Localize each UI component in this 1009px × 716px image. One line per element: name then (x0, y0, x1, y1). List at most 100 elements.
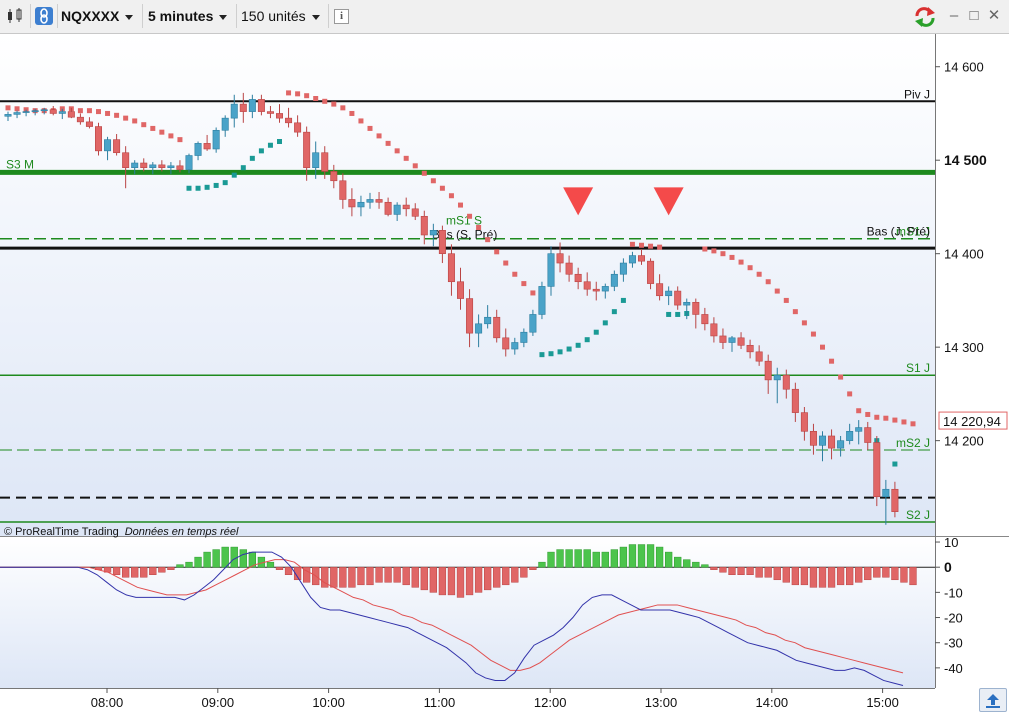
sar-dot (765, 279, 771, 285)
candlestick-chart-icon[interactable] (5, 6, 25, 26)
minimize-icon[interactable]: – (949, 7, 959, 24)
y-tick-label: 14 600 (944, 60, 984, 75)
candle-body (339, 180, 347, 200)
candle-body (230, 103, 238, 119)
level-label: S2 J (906, 508, 930, 522)
histogram-bar (701, 564, 709, 568)
histogram-bar (719, 566, 727, 573)
sar-dot (421, 170, 427, 176)
histogram-bar (447, 566, 456, 596)
candle-body (239, 103, 247, 112)
candle-body (475, 323, 483, 334)
histogram-bar (846, 566, 854, 586)
units-dropdown[interactable]: 150 unités (241, 6, 320, 26)
sar-dot (648, 243, 654, 249)
candle-body (737, 337, 745, 346)
sar-dot (367, 125, 373, 131)
histogram-bar (728, 566, 736, 576)
sar-dot (168, 133, 174, 139)
histogram-bar (601, 551, 609, 568)
macd-line-blue (0, 551, 904, 686)
refresh-icon[interactable] (913, 6, 937, 28)
sar-dot (267, 142, 273, 148)
histogram-bar (384, 566, 392, 583)
candle-body (619, 262, 627, 275)
timeframe-dropdown[interactable]: 5 minutes (148, 6, 228, 26)
maximize-icon[interactable]: □ (969, 7, 979, 24)
candle-body (176, 165, 184, 170)
sar-dot (503, 260, 509, 266)
histogram-bar (203, 551, 211, 568)
sar-dot (711, 248, 717, 254)
price-y-axis: 14 600 14 500 14 400 14 300 14 200 14 220,94 (935, 60, 1008, 449)
candle-body (348, 199, 356, 208)
sar-dot (530, 290, 536, 296)
sar-dot (485, 237, 491, 243)
candle-body (710, 323, 718, 337)
candle-body (637, 255, 645, 262)
histogram-bar (520, 566, 528, 578)
candle-body (212, 129, 220, 150)
candle-body (393, 204, 401, 215)
sar-dot (448, 193, 454, 199)
sar-dot (231, 172, 237, 178)
histogram-bar (194, 556, 202, 568)
sar-dot (340, 105, 346, 111)
histogram-bar (655, 546, 664, 568)
sar-dot (258, 148, 264, 154)
sar-dot (629, 241, 635, 247)
symbol-dropdown[interactable]: NQXXXX (61, 6, 134, 26)
candle-body (791, 388, 799, 413)
candle-body (891, 488, 899, 512)
candle-body (647, 260, 655, 284)
candle-body (746, 344, 754, 353)
sar-dot (331, 101, 337, 107)
candle-body (764, 360, 772, 381)
histogram-bar (212, 549, 220, 568)
parabolic-sar (5, 90, 916, 467)
osc-y-tick-label: -40 (944, 661, 963, 676)
candle-body (76, 116, 84, 123)
sar-dot (820, 344, 825, 350)
candle-body (22, 111, 30, 113)
sar-dot (476, 225, 482, 231)
candle-body (429, 230, 437, 236)
histogram-bar (330, 566, 338, 588)
sar-dot (222, 180, 228, 186)
sar-dot (901, 419, 907, 425)
sar-dot (96, 109, 101, 115)
sar-dot (195, 185, 201, 191)
sar-dot (747, 265, 753, 271)
signal-markers (563, 187, 684, 216)
sar-dot (783, 297, 789, 303)
candle-body (95, 126, 103, 152)
candle-body (782, 374, 790, 390)
sar-dot (602, 320, 608, 326)
candle-body (266, 111, 274, 114)
sar-dot (213, 182, 219, 188)
candle-body (158, 164, 166, 168)
candles (4, 92, 899, 525)
info-button[interactable]: i (334, 9, 349, 24)
timeframe-label: 5 minutes (148, 8, 214, 24)
candle-body (203, 143, 211, 150)
scroll-to-end-button[interactable] (979, 688, 1007, 712)
histogram-bar (438, 566, 447, 596)
histogram-bar (873, 566, 881, 578)
sar-dot (304, 93, 310, 99)
sar-dot (286, 90, 292, 96)
histogram-bar (755, 566, 763, 578)
candle-body (882, 488, 890, 498)
link-chain-icon[interactable] (34, 6, 54, 26)
sar-dot (204, 184, 210, 190)
credit-status: Données en temps réel (125, 526, 239, 538)
close-icon[interactable]: ✕ (987, 7, 1001, 24)
histogram-bar (502, 566, 510, 586)
candle-body (864, 427, 872, 443)
sar-dot (566, 346, 572, 352)
sar-dot (838, 374, 844, 380)
histogram-bar (529, 566, 537, 570)
histogram-bar (465, 566, 474, 596)
sar-dot (856, 408, 862, 414)
